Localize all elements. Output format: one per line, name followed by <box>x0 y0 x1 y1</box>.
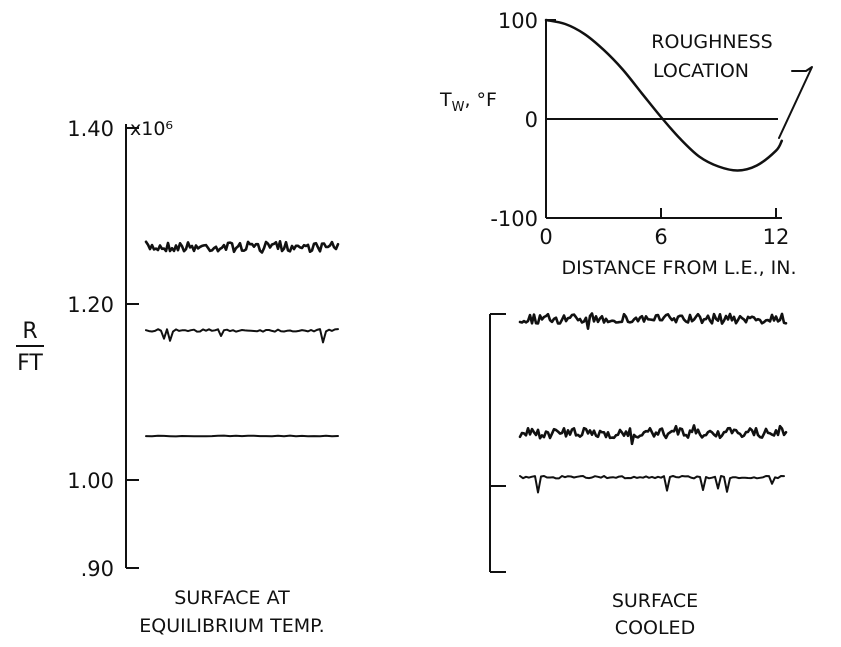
right-caption-line2: COOLED <box>615 617 695 639</box>
left-y-label-numerator: R <box>22 319 37 344</box>
left-y-multiplier: x10⁶ <box>130 118 173 140</box>
left-y-tick-label-2: 1.20 <box>67 293 114 317</box>
right-series-trace-2 <box>519 475 785 494</box>
left-series-group <box>144 240 340 438</box>
annotation-line2: LOCATION <box>653 60 749 82</box>
left-y-tick-label-0: .90 <box>81 557 114 581</box>
inset-y-label-unit: , °F <box>464 89 497 111</box>
left-series-trace-1 <box>145 328 339 344</box>
left-y-label-denominator: FT <box>17 351 43 376</box>
inset-x-label: DISTANCE FROM L.E., IN. <box>561 257 796 279</box>
left-caption-line2: EQUILIBRIUM TEMP. <box>139 615 324 637</box>
right-panel: SURFACE COOLED <box>489 312 788 639</box>
right-series-trace-0 <box>518 312 788 330</box>
right-series-group <box>518 312 788 494</box>
inset-x-tick-label-0: 0 <box>539 225 552 249</box>
inset-x-tick-label-1: 6 <box>654 225 667 249</box>
right-caption-line1: SURFACE <box>612 590 698 612</box>
inset-y-label: TW, °F <box>439 89 497 115</box>
inset-temperature-curve <box>544 18 784 172</box>
inset-y-tick-label-0: 100 <box>498 9 538 33</box>
left-y-tick-label-1: 1.00 <box>67 469 114 493</box>
left-series-trace-2 <box>145 434 339 438</box>
annotation-line1: ROUGHNESS <box>651 31 772 53</box>
annotation-leader-line <box>778 66 813 139</box>
left-panel: .90 1.00 1.20 1.40 x10⁶ R FT SURFACE AT EQU… <box>16 117 340 637</box>
inset-x-tick-label-2: 12 <box>763 225 790 249</box>
left-caption-line1: SURFACE AT <box>174 587 290 609</box>
inset-y-label-sub: W <box>452 100 465 115</box>
inset-y-label-main: T <box>439 89 452 111</box>
inset-y-tick-label-1: 0 <box>525 108 538 132</box>
left-tick-group: .90 1.00 1.20 1.40 <box>67 117 139 581</box>
left-y-tick-label-3: 1.40 <box>67 117 114 141</box>
right-series-trace-1 <box>518 424 788 446</box>
inset-y-tick-label-2: -100 <box>490 207 538 231</box>
left-series-trace-0 <box>144 240 340 254</box>
